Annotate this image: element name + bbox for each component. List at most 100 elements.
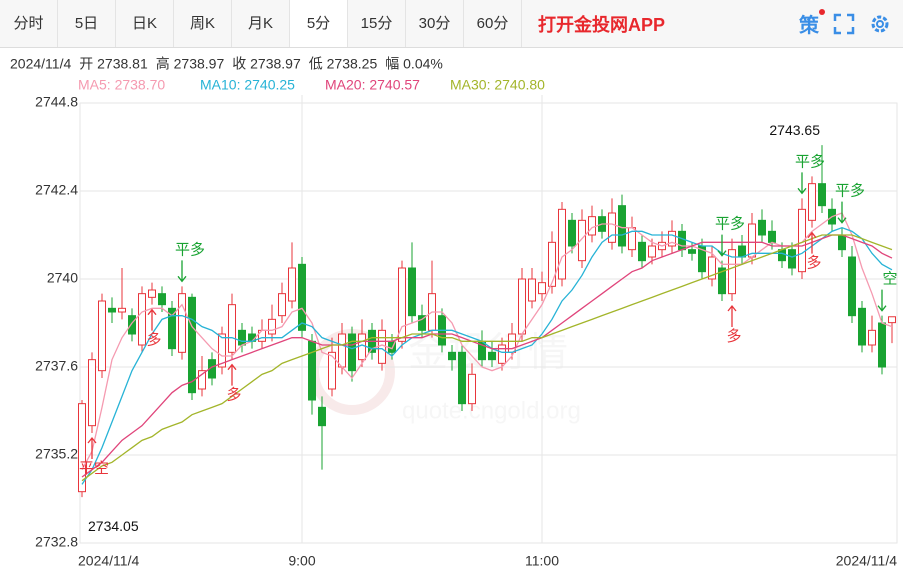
candle-body	[448, 351, 456, 361]
candle-body	[538, 282, 546, 295]
signal-label: 空	[882, 271, 897, 288]
app-link[interactable]: 打开金投网APP	[538, 14, 666, 35]
candle-body	[178, 293, 186, 353]
candle-body	[728, 249, 736, 295]
candle-body	[328, 351, 336, 390]
candle-body	[238, 329, 246, 346]
candle-body	[298, 263, 306, 331]
candle-body	[408, 267, 416, 317]
signal-arrow	[227, 363, 237, 386]
candle-body	[128, 315, 136, 335]
candle-body	[468, 373, 476, 405]
signal-label: 平多	[175, 241, 205, 258]
strategy-button[interactable]: 策	[799, 9, 825, 38]
candle-body	[188, 296, 196, 394]
tab[interactable]: 日K	[116, 0, 174, 47]
signal-label: 平多	[715, 216, 745, 233]
candle-body	[168, 307, 176, 350]
signal-arrow	[727, 304, 737, 327]
info-item: 高 2738.97	[156, 56, 225, 72]
candle-body	[228, 304, 236, 353]
signal-label: 多	[226, 387, 241, 404]
candle-body	[218, 333, 226, 368]
min-label: 2734.05	[88, 518, 139, 534]
candle-body	[778, 249, 786, 262]
candle-body	[268, 318, 276, 335]
y-tick-label: 2742.4	[35, 182, 78, 198]
candle-body	[688, 249, 696, 254]
signal-arrow	[177, 260, 187, 283]
candle-body	[458, 351, 466, 405]
candle-body	[618, 205, 626, 247]
candle-body	[878, 322, 886, 368]
y-tick-label: 2740	[47, 270, 78, 286]
x-tick-label: 2024/11/4	[78, 553, 139, 569]
candle-body	[308, 340, 316, 401]
candle-body	[488, 351, 496, 361]
tab[interactable]: 60分	[464, 0, 522, 47]
signal-label: 平空	[79, 460, 109, 477]
tab[interactable]: 5日	[58, 0, 116, 47]
info-item: 收 2738.97	[232, 56, 301, 72]
y-tick-label: 2737.6	[35, 358, 78, 374]
signal-label: 多	[726, 328, 741, 345]
x-tick-label: 2024/11/4	[836, 553, 897, 569]
settings-icon[interactable]	[869, 13, 891, 35]
candle-body	[278, 293, 286, 317]
info-item: 低 2738.25	[309, 56, 378, 72]
candle-body	[518, 278, 526, 335]
tab[interactable]: 周K	[174, 0, 232, 47]
signal-label: 平多	[795, 153, 825, 170]
candle-body	[318, 406, 326, 427]
candle-body	[358, 333, 366, 361]
info-item: 2024/11/4	[10, 56, 71, 72]
watermark-url: quote.cngold.org	[402, 397, 581, 424]
tab[interactable]: 月K	[232, 0, 290, 47]
signal-arrow	[877, 289, 887, 312]
signal-arrow	[87, 436, 97, 459]
candle-body	[868, 329, 876, 346]
candle-body	[78, 403, 86, 493]
candle-body	[668, 230, 676, 247]
candle-body	[788, 249, 796, 269]
tab[interactable]: 5分	[290, 0, 348, 47]
candle-body	[718, 267, 726, 295]
icons: 策	[799, 9, 891, 38]
candle-body	[808, 183, 816, 221]
ma-line	[81, 234, 893, 482]
candle-body	[608, 212, 616, 243]
legend-item: MA20: 2740.57	[325, 77, 420, 93]
candle-body	[528, 278, 536, 302]
signal-arrow	[797, 172, 807, 195]
candle-body	[758, 219, 766, 236]
ma-line	[81, 226, 893, 485]
tab[interactable]: 分时	[0, 0, 58, 47]
signal-arrow	[717, 234, 727, 257]
y-tick-label: 2732.8	[35, 534, 78, 550]
candle-body	[118, 307, 126, 313]
candle-body	[648, 245, 656, 258]
fullscreen-icon[interactable]	[833, 13, 855, 35]
signal-arrow	[807, 231, 817, 254]
tab[interactable]: 15分	[348, 0, 406, 47]
candle-body	[568, 219, 576, 247]
signal-arrow	[837, 201, 847, 224]
candle-body	[398, 267, 406, 342]
tab[interactable]: 30分	[406, 0, 464, 47]
candle-body	[418, 315, 426, 331]
candle-body	[138, 293, 146, 346]
candle-body	[768, 230, 776, 243]
ma-line	[81, 234, 893, 478]
legend-item: MA30: 2740.80	[450, 77, 545, 93]
candle-body	[288, 267, 296, 302]
info-item: 开 2738.81	[79, 56, 148, 72]
candle-body	[578, 219, 586, 262]
signal-arrow	[147, 308, 157, 331]
candle-body	[498, 344, 506, 364]
candle-body	[548, 241, 556, 287]
info-item: 幅 0.04%	[385, 56, 443, 72]
legend-item: MA5: 2738.70	[78, 77, 165, 93]
candle-body	[108, 307, 116, 313]
